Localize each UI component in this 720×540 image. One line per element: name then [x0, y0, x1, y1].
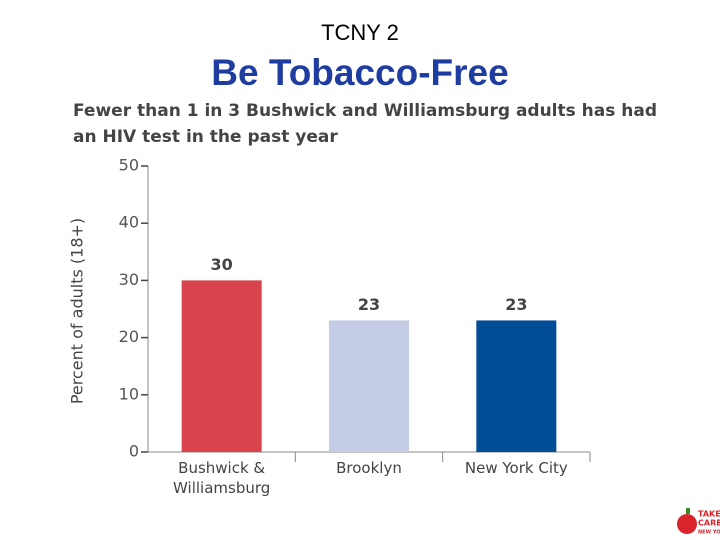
y-tick-label: 0: [129, 442, 139, 461]
x-tick-label: New York City: [464, 459, 568, 477]
logo-text: TAKE: [698, 510, 720, 519]
y-axis-label: Percent of adults (18+): [68, 218, 87, 404]
y-tick-label: 10: [119, 384, 139, 403]
bar: [329, 320, 409, 452]
value-label: 30: [211, 255, 233, 274]
y-tick-label: 50: [119, 156, 139, 175]
y-tick-label: 30: [119, 270, 139, 289]
bar: [181, 280, 262, 452]
y-tick-label: 20: [119, 327, 139, 346]
slide-label: TCNY 2: [321, 20, 399, 45]
logo-text: CARE: [698, 519, 720, 528]
chart-title: Fewer than 1 in 3 Bushwick and Williamsb…: [73, 101, 658, 147]
value-label: 23: [505, 295, 527, 314]
logo-leaf: [686, 508, 690, 514]
x-tick-label: Brooklyn: [336, 459, 402, 477]
value-label: 23: [358, 295, 380, 314]
bar: [476, 320, 557, 452]
y-tick-label: 40: [119, 213, 139, 232]
slide-title: Be Tobacco-Free: [211, 52, 509, 93]
x-tick-label: Bushwick & Williamsburg: [173, 459, 271, 497]
logo-text: NEW YORK: [698, 530, 720, 536]
logo-apple: [677, 514, 697, 534]
